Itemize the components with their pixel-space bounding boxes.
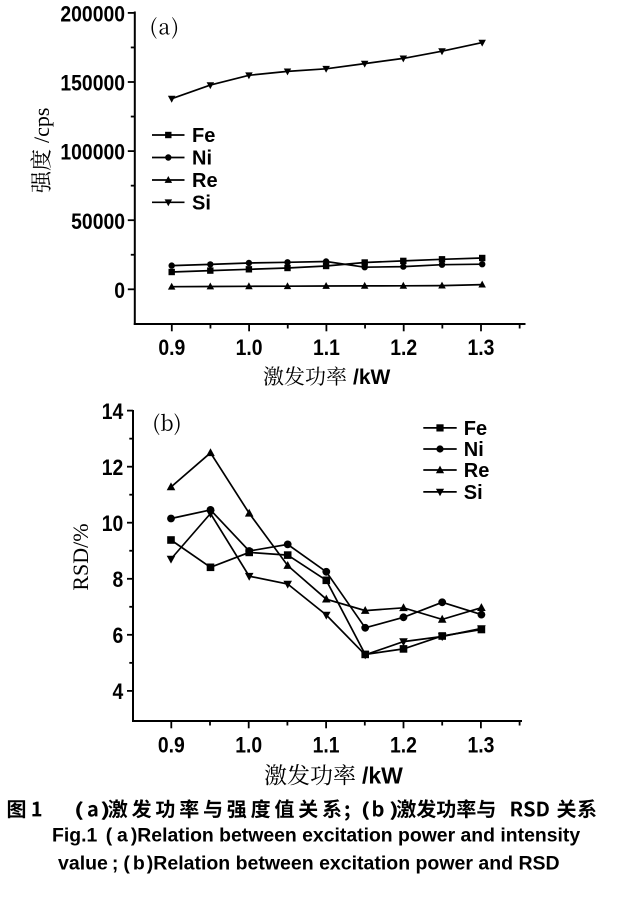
- svg-text:50000: 50000: [71, 210, 125, 234]
- svg-text:1.1: 1.1: [313, 733, 340, 757]
- svg-text:1.3: 1.3: [468, 336, 495, 360]
- svg-text:0: 0: [114, 279, 125, 303]
- svg-text:value;(b)Relation between exci: value;(b)Relation between excitation pow…: [58, 853, 560, 875]
- svg-text:14: 14: [102, 400, 124, 424]
- svg-text:Re: Re: [192, 170, 218, 192]
- svg-text:Fig.1(a)Relation between excit: Fig.1(a)Relation between excitation powe…: [52, 825, 580, 847]
- svg-text:1.2: 1.2: [390, 733, 417, 757]
- svg-text:1.2: 1.2: [390, 336, 417, 360]
- svg-text:1.3: 1.3: [467, 733, 494, 757]
- svg-text:/kW: /kW: [353, 366, 391, 389]
- svg-text:0.9: 0.9: [158, 733, 185, 757]
- svg-text:Ni: Ni: [192, 148, 212, 170]
- svg-text:150000: 150000: [60, 71, 125, 95]
- svg-text:1.1: 1.1: [313, 336, 340, 360]
- svg-text:4: 4: [113, 680, 124, 704]
- svg-text:Fe: Fe: [192, 125, 215, 147]
- svg-text:/kW: /kW: [362, 763, 403, 789]
- svg-text:1.0: 1.0: [236, 336, 263, 360]
- svg-text:0.9: 0.9: [158, 336, 185, 360]
- svg-text:200000: 200000: [60, 2, 125, 26]
- svg-text:Si: Si: [192, 192, 211, 214]
- svg-text:Fe: Fe: [464, 418, 487, 440]
- svg-text:RSD/%: RSD/%: [68, 523, 93, 590]
- svg-text:12: 12: [102, 456, 124, 480]
- svg-text:8: 8: [113, 568, 124, 592]
- svg-text:100000: 100000: [60, 141, 125, 165]
- svg-text:1.0: 1.0: [235, 733, 262, 757]
- svg-text:/cps: /cps: [29, 108, 54, 143]
- svg-text:6: 6: [113, 624, 124, 648]
- svg-text:Ni: Ni: [464, 439, 484, 461]
- svg-text:Si: Si: [464, 482, 483, 504]
- svg-text:10: 10: [102, 512, 124, 536]
- svg-text:Re: Re: [464, 460, 490, 482]
